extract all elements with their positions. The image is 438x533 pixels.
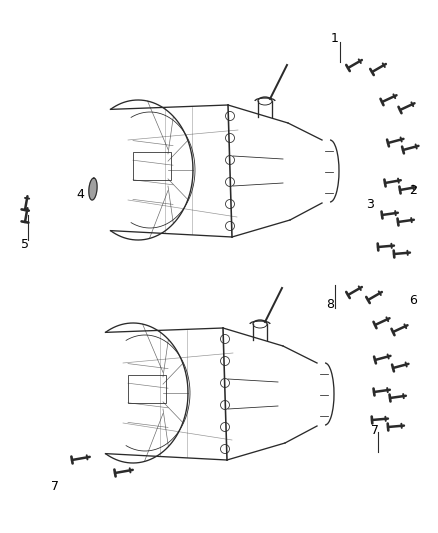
Text: 7: 7 — [51, 481, 59, 494]
Bar — [128, 375, 166, 403]
Text: 1: 1 — [331, 31, 339, 44]
Text: 7: 7 — [371, 424, 379, 437]
Polygon shape — [89, 178, 97, 200]
Text: 2: 2 — [409, 183, 417, 197]
Text: 8: 8 — [326, 298, 334, 311]
Text: 6: 6 — [409, 294, 417, 306]
Text: 5: 5 — [21, 238, 29, 252]
Bar — [133, 152, 171, 180]
Text: 3: 3 — [366, 198, 374, 212]
Text: 4: 4 — [76, 189, 84, 201]
